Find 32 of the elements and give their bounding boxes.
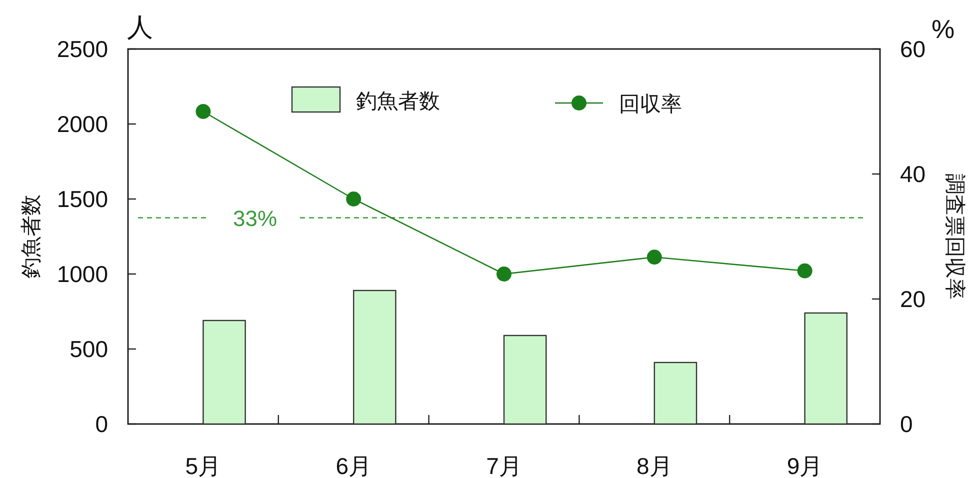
bar [503, 334, 547, 425]
y-tick-label: 500 [70, 336, 108, 362]
text: 人 [127, 12, 153, 42]
x-tick-label: 8月 [636, 453, 672, 478]
legend-label: 釣魚者数 [356, 90, 440, 113]
bar [654, 362, 698, 425]
x-tick-label: 9月 [786, 453, 823, 478]
y2-axis-title: 調査票回収率 [943, 174, 966, 300]
y2-tick-label: 40 [900, 161, 926, 187]
bar [804, 312, 848, 425]
y-tick-label: 1500 [56, 186, 108, 212]
y-axis-title: 釣魚者数 [20, 194, 43, 278]
y-tick-label: 1000 [56, 261, 108, 287]
x-tick-label: 6月 [336, 453, 372, 478]
point [196, 104, 211, 119]
y-tick-label: 0 [95, 411, 108, 437]
point [797, 263, 812, 278]
bar [353, 290, 396, 425]
point [346, 192, 362, 206]
point [496, 266, 512, 282]
point [646, 250, 662, 265]
bar [202, 320, 246, 425]
y-tick-label: 2500 [56, 36, 108, 62]
x-tick-label: 7月 [486, 453, 522, 478]
legend-label: 回収率 [619, 93, 682, 116]
ref-line-label: 33% [232, 206, 278, 231]
y2-tick-label: 60 [900, 36, 926, 62]
text: % [931, 14, 955, 44]
x-tick-label: 5月 [185, 453, 222, 478]
y2-tick-label: 20 [900, 286, 926, 312]
y-tick-label: 2000 [56, 111, 108, 137]
y2-tick-label: 0 [900, 411, 913, 437]
